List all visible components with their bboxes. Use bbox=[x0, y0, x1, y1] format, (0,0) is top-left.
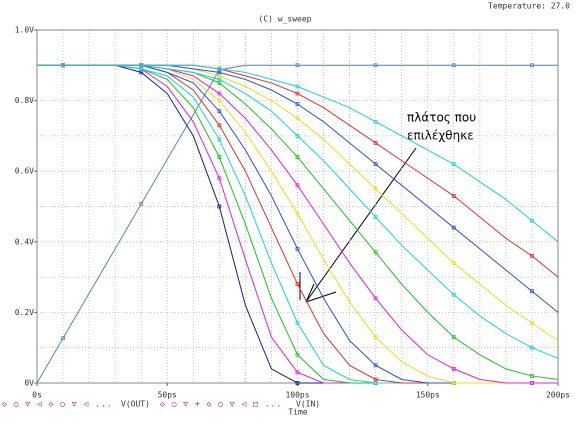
point-marker bbox=[295, 321, 300, 325]
point-marker bbox=[373, 215, 378, 219]
vout-line bbox=[37, 64, 559, 243]
annotation-arrow bbox=[305, 147, 417, 303]
point-marker bbox=[530, 218, 534, 223]
point-marker bbox=[373, 141, 378, 145]
point-marker bbox=[530, 254, 534, 258]
point-marker bbox=[295, 381, 300, 385]
legend-markers: ◇ ○ ▽ + ◇ ○ ▽ ◁ □ ... bbox=[160, 400, 282, 409]
point-marker bbox=[217, 70, 222, 75]
vout-line bbox=[37, 64, 558, 384]
arrow-head bbox=[305, 283, 337, 303]
point-marker bbox=[217, 73, 222, 78]
y-tick-label: 0V bbox=[24, 379, 34, 388]
point-marker bbox=[451, 63, 456, 68]
point-marker bbox=[451, 381, 456, 385]
vout-line bbox=[37, 64, 558, 384]
y-tick-label: 0.4V bbox=[15, 237, 34, 246]
point-marker bbox=[217, 204, 222, 209]
point-marker bbox=[451, 162, 456, 167]
vout-line bbox=[37, 64, 558, 384]
point-marker bbox=[295, 102, 300, 107]
point-marker bbox=[373, 363, 378, 368]
point-marker bbox=[217, 109, 222, 114]
point-marker bbox=[530, 63, 534, 68]
vout-line bbox=[37, 64, 558, 384]
point-marker bbox=[295, 282, 300, 287]
annotation: επιλέχθηκε bbox=[407, 129, 474, 143]
x-tick-label: 100ps bbox=[285, 391, 309, 400]
y-tick-label: 0.2V bbox=[15, 308, 34, 317]
vout-line bbox=[37, 64, 558, 384]
point-marker bbox=[295, 352, 300, 357]
legend: ◇ ○ ▽ ◁ ◇ ○ ▽ ◁ ... V(OUT) ◇ ○ ▽ + ◇ ○ ▽… bbox=[2, 400, 320, 409]
point-marker bbox=[295, 155, 300, 159]
x-axis-label: Time bbox=[288, 408, 307, 417]
point-marker bbox=[373, 186, 378, 191]
legend-label: V(IN) bbox=[296, 400, 320, 409]
point-marker bbox=[295, 370, 300, 375]
y-tick-label: 0.8V bbox=[15, 96, 34, 105]
x-tick-label: 200ps bbox=[546, 391, 570, 400]
point-marker bbox=[373, 162, 378, 167]
point-marker bbox=[217, 176, 222, 181]
vin-line bbox=[36, 64, 558, 384]
vout-line bbox=[37, 64, 558, 384]
point-marker bbox=[373, 296, 378, 301]
point-marker bbox=[139, 66, 144, 71]
temperature: Temperature: 27.0 bbox=[488, 2, 570, 11]
point-marker bbox=[139, 63, 144, 68]
vout-line bbox=[37, 64, 558, 384]
point-marker bbox=[373, 63, 378, 68]
point-marker bbox=[451, 225, 456, 230]
point-marker bbox=[61, 63, 65, 68]
point-marker bbox=[373, 119, 378, 124]
point-marker bbox=[530, 345, 534, 350]
point-marker bbox=[217, 81, 222, 85]
point-marker bbox=[295, 116, 300, 121]
point-marker bbox=[139, 202, 144, 206]
point-marker bbox=[217, 155, 222, 159]
x-tick-label: 50ps bbox=[158, 391, 177, 400]
vout-line bbox=[37, 64, 558, 384]
point-marker bbox=[295, 133, 300, 138]
legend-markers: ◇ ○ ▽ ◁ ◇ ○ ▽ ◁ ... bbox=[2, 400, 113, 409]
point-marker bbox=[295, 91, 300, 96]
point-marker bbox=[295, 63, 300, 68]
y-tick-label: 1.0V bbox=[15, 26, 34, 35]
chart-title: (C) w_sweep bbox=[259, 15, 312, 24]
x-tick-label: 150ps bbox=[416, 391, 440, 400]
point-marker bbox=[373, 381, 378, 385]
point-marker bbox=[295, 183, 300, 188]
point-marker bbox=[451, 335, 456, 340]
x-tick-label: 0s bbox=[32, 391, 42, 400]
point-marker bbox=[451, 261, 456, 265]
point-marker bbox=[217, 91, 222, 96]
point-marker bbox=[217, 77, 222, 82]
y-tick-label: 0.6V bbox=[15, 167, 34, 176]
point-marker bbox=[217, 123, 222, 128]
point-marker bbox=[451, 366, 456, 371]
point-marker bbox=[451, 194, 456, 198]
point-marker bbox=[530, 289, 534, 294]
point-marker bbox=[373, 377, 378, 382]
legend-label: V(OUT) bbox=[121, 400, 150, 409]
point-marker bbox=[295, 211, 300, 216]
point-marker bbox=[217, 66, 222, 71]
vout-line bbox=[37, 64, 559, 342]
annotation: πλάτος που bbox=[407, 111, 476, 125]
point-marker bbox=[530, 381, 534, 385]
point-marker bbox=[295, 84, 300, 89]
point-marker bbox=[373, 250, 378, 255]
point-marker bbox=[295, 246, 300, 251]
point-marker bbox=[217, 98, 222, 103]
point-marker bbox=[61, 336, 65, 341]
point-marker bbox=[530, 321, 534, 325]
point-marker bbox=[451, 292, 456, 297]
point-marker bbox=[530, 374, 534, 378]
point-marker bbox=[217, 137, 222, 142]
point-marker bbox=[373, 335, 378, 340]
point-marker bbox=[139, 70, 144, 75]
